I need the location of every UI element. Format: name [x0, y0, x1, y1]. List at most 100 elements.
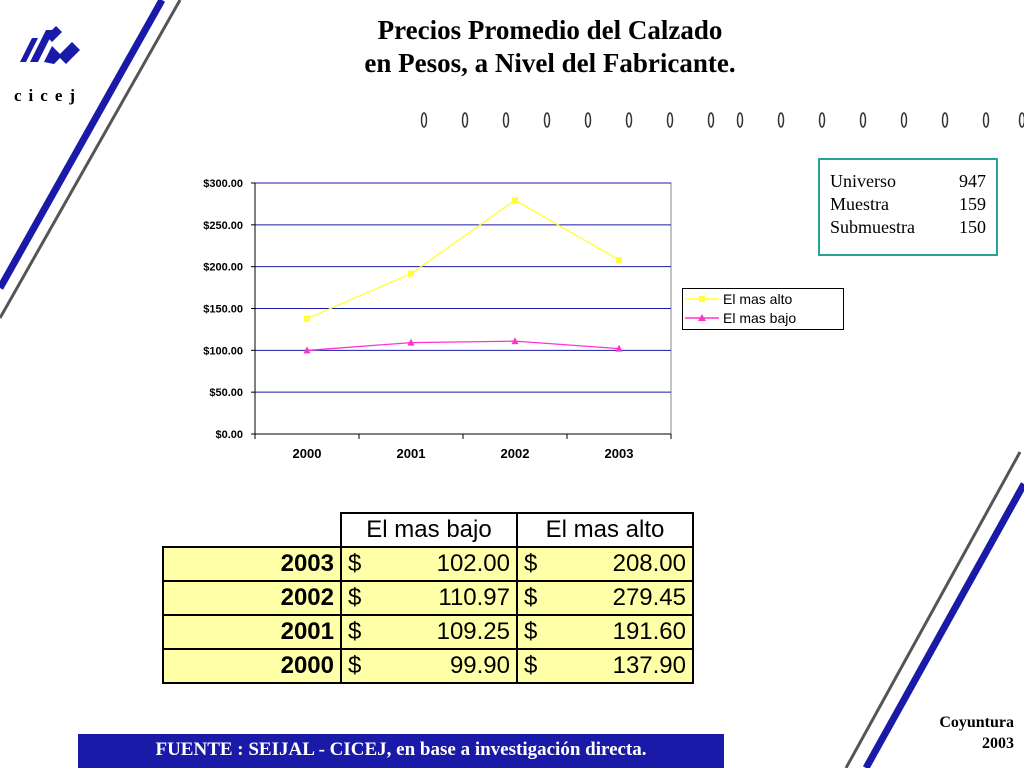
data-point-triangle [303, 346, 311, 354]
value-cell: $137.90 [516, 648, 694, 684]
currency-symbol: $ [524, 618, 538, 645]
data-point-triangle [407, 338, 415, 346]
currency-symbol: $ [348, 584, 362, 611]
legend-item-low: El mas bajo [683, 308, 843, 327]
table-header-row: El mas bajo El mas alto [163, 512, 694, 548]
currency-symbol: $ [348, 550, 362, 577]
title-line-2: en Pesos, a Nivel del Fabricante. [364, 48, 736, 78]
value-cell: $102.00 [340, 546, 518, 582]
oval-decoration-icon [777, 112, 785, 128]
series-line [306, 199, 620, 320]
currency-symbol: $ [348, 652, 362, 679]
y-tick-label: $150.00 [203, 304, 243, 316]
value-number: 109.25 [436, 618, 510, 645]
column-header: El mas bajo [340, 512, 518, 548]
info-label: Universo [830, 171, 896, 191]
info-label: Submuestra [830, 217, 915, 237]
table-corner [163, 513, 341, 547]
column-header: El mas alto [516, 512, 694, 548]
currency-symbol: $ [348, 618, 362, 645]
oval-decoration-icon [736, 112, 744, 128]
value-number: 279.45 [612, 584, 686, 611]
y-tick-label: $200.00 [203, 262, 243, 274]
oval-decoration-icon [900, 112, 908, 128]
y-tick-label: $250.00 [203, 220, 243, 232]
oval-decoration-icon [625, 112, 633, 128]
data-point-square [304, 315, 310, 322]
currency-symbol: $ [524, 652, 538, 679]
page-title: Precios Promedio del Calzado en Pesos, a… [300, 14, 800, 80]
series-line [306, 340, 620, 352]
info-label: Muestra [830, 194, 889, 214]
table-row: 2003 $102.00 $208.00 [162, 546, 694, 582]
value-number: 99.90 [449, 652, 510, 679]
oval-decoration-icon [666, 112, 674, 128]
data-point-square [616, 256, 622, 263]
price-table: El mas bajo El mas alto 2003 $102.00 $20… [162, 512, 694, 684]
oval-decoration-icon [502, 112, 510, 128]
footer-label: Coyuntura 2003 [939, 712, 1014, 754]
value-number: 110.97 [438, 584, 510, 611]
oval-decoration-icon [420, 112, 428, 128]
x-tick-label: 2001 [397, 446, 426, 461]
oval-decoration-icon [461, 112, 469, 128]
value-cell: $208.00 [516, 546, 694, 582]
footer-line-2: 2003 [982, 735, 1014, 752]
data-point-square [512, 197, 518, 204]
row-year: 2003 [162, 546, 342, 582]
legend-item-high: El mas alto [683, 289, 843, 308]
row-year: 2002 [162, 580, 342, 616]
value-cell: $191.60 [516, 614, 694, 650]
x-tick-label: 2000 [293, 446, 322, 461]
chart-legend: El mas alto El mas bajo [682, 288, 844, 330]
info-row: Submuestra 150 [830, 216, 986, 239]
x-tick-label: 2002 [501, 446, 530, 461]
table-row: 2000 $99.90 $137.90 [162, 648, 694, 684]
oval-decoration-icon [941, 112, 949, 128]
row-year: 2001 [162, 614, 342, 650]
oval-decoration-icon [982, 112, 990, 128]
data-point-triangle [615, 344, 623, 352]
y-tick-label: $100.00 [203, 345, 243, 357]
oval-decoration-icon [584, 112, 592, 128]
value-number: 137.90 [612, 652, 686, 679]
logo-text: cicej [14, 86, 83, 105]
oval-decoration-icon [1018, 112, 1024, 128]
value-cell: $110.97 [340, 580, 518, 616]
oval-decoration-icon [707, 112, 715, 128]
value-cell: $99.90 [340, 648, 518, 684]
value-cell: $279.45 [516, 580, 694, 616]
value-number: 102.00 [436, 550, 510, 577]
y-tick-label: $300.00 [203, 178, 243, 190]
info-value: 947 [959, 171, 986, 191]
oval-decoration-icon [543, 112, 551, 128]
row-year: 2000 [162, 648, 342, 684]
oval-row-decoration [420, 112, 1024, 128]
info-value: 150 [959, 217, 986, 237]
value-number: 191.60 [612, 618, 686, 645]
value-cell: $109.25 [340, 614, 518, 650]
info-row: Universo 947 [830, 170, 986, 193]
y-tick-label: $0.00 [215, 429, 243, 441]
currency-symbol: $ [524, 550, 538, 577]
info-value: 159 [959, 194, 986, 214]
oval-decoration-icon [818, 112, 826, 128]
footer-line-1: Coyuntura [939, 714, 1014, 731]
x-tick-label: 2003 [605, 446, 634, 461]
info-row: Muestra 159 [830, 193, 986, 216]
table-row: 2001 $109.25 $191.60 [162, 614, 694, 650]
table-row: 2002 $110.97 $279.45 [162, 580, 694, 616]
line-chart: $0.00 $50.00 $100.00 $150.00 $200.00 $250.00 $… [203, 178, 672, 461]
legend-square-marker-icon [685, 295, 719, 302]
data-point-triangle [511, 337, 519, 345]
y-tick-label: $50.00 [209, 387, 243, 399]
currency-symbol: $ [524, 584, 538, 611]
value-number: 208.00 [612, 550, 686, 577]
legend-label: El mas alto [723, 290, 793, 307]
source-banner: FUENTE : SEIJAL - CICEJ, en base a inves… [78, 734, 724, 768]
oval-decoration-icon [859, 112, 867, 128]
title-line-1: Precios Promedio del Calzado [377, 15, 723, 45]
cicej-logo-icon [20, 26, 80, 64]
legend-triangle-marker-icon [685, 313, 719, 321]
